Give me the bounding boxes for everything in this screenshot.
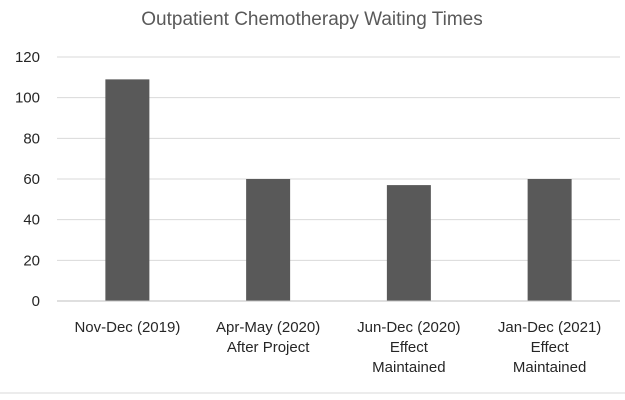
bar <box>527 179 572 301</box>
x-category-label: Jan-Dec (2021) <box>498 319 601 336</box>
y-axis-tick-labels: 0 20 40 60 80 100 120 <box>15 49 40 310</box>
x-category-label: Apr-May (2020) <box>216 319 320 336</box>
y-tick-label: 60 <box>23 171 40 188</box>
gridlines <box>57 56 620 261</box>
y-tick-label: 20 <box>23 252 40 269</box>
y-tick-label: 80 <box>23 130 40 147</box>
x-category-label: After Project <box>227 339 310 356</box>
x-category-label: Effect <box>390 339 429 356</box>
bars <box>105 79 572 301</box>
bar <box>386 185 431 301</box>
y-tick-label: 120 <box>15 49 40 66</box>
x-axis-category-labels: Nov-Dec (2019) Apr-May (2020) After Projec… <box>74 319 601 376</box>
x-category-label: Effect <box>531 339 570 356</box>
chart-title: Outpatient Chemotherapy Waiting Times <box>141 9 482 30</box>
y-tick-label: 40 <box>23 212 40 229</box>
x-category-label: Jun-Dec (2020) <box>357 319 460 336</box>
x-category-label: Maintained <box>372 359 445 376</box>
y-tick-label: 0 <box>32 293 40 310</box>
x-category-label: Nov-Dec (2019) <box>74 319 180 336</box>
x-category-label: Maintained <box>513 359 586 376</box>
y-tick-label: 100 <box>15 90 40 107</box>
bar <box>246 179 291 301</box>
bar <box>105 79 150 301</box>
